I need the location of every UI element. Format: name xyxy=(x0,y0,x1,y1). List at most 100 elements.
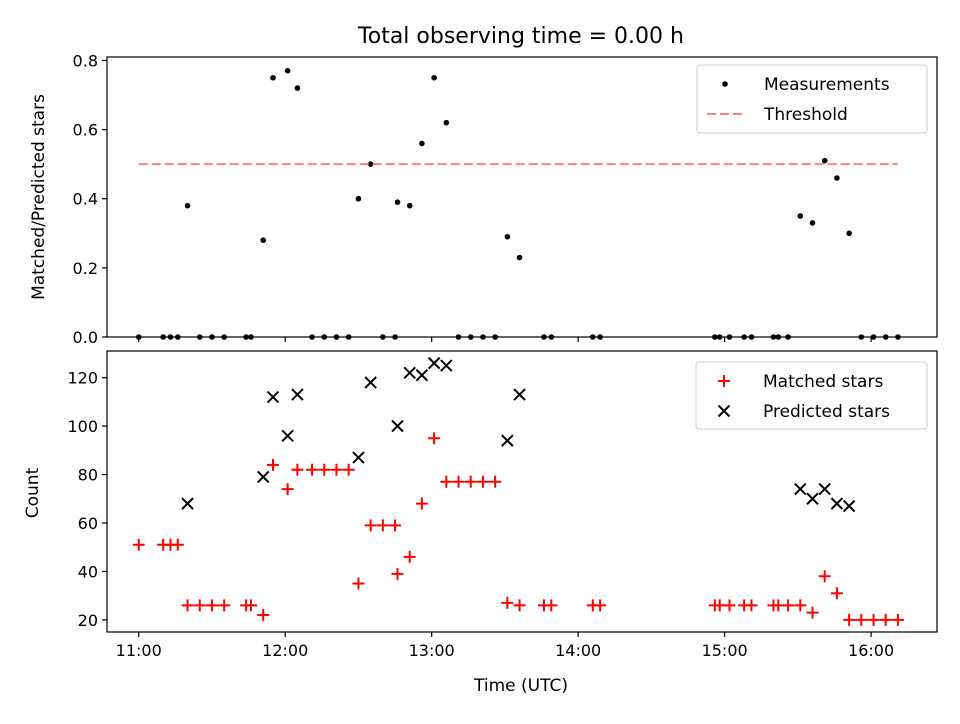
y-tick-label: 40 xyxy=(78,562,98,581)
data-point xyxy=(266,390,280,404)
data-point xyxy=(184,202,191,209)
data-point xyxy=(257,470,270,484)
data-point xyxy=(809,220,816,226)
series-matched-stars xyxy=(132,432,904,626)
y-tick-label: 0.8 xyxy=(73,51,98,70)
data-point xyxy=(501,596,514,609)
data-point xyxy=(245,599,258,612)
y-tick-label: 0.0 xyxy=(73,328,98,347)
y-tick-label: 80 xyxy=(78,466,98,485)
y-tick-label: 0.6 xyxy=(73,121,98,140)
data-point xyxy=(818,482,831,496)
legend-label: Matched stars xyxy=(763,372,883,392)
data-point xyxy=(306,463,319,476)
plot-layer: 0.0 0.2 0.4 0.6 0.8 Measurements Threshold 20 40… xyxy=(67,51,938,660)
data-point xyxy=(281,483,294,496)
x-tick-label: 15:00 xyxy=(702,641,748,660)
x-tick-label: 14:00 xyxy=(555,641,601,660)
data-point xyxy=(132,538,145,551)
data-point xyxy=(403,366,416,380)
data-point xyxy=(427,356,441,370)
data-point xyxy=(406,202,413,209)
data-point xyxy=(376,519,389,532)
legend-swatch xyxy=(717,404,731,418)
data-point xyxy=(782,599,795,612)
y-tick-label: 100 xyxy=(67,417,98,436)
top-y-axis-label: Matched/Predicted stars xyxy=(29,94,49,300)
data-point xyxy=(389,519,402,532)
x-tick-label: 11:00 xyxy=(116,641,162,660)
data-point xyxy=(855,613,868,626)
data-point xyxy=(545,599,558,612)
data-point xyxy=(394,199,401,205)
data-point xyxy=(193,599,206,612)
axes-frame-top xyxy=(106,56,938,338)
chart-title: Total observing time = 0.00 h xyxy=(357,24,684,49)
data-point xyxy=(205,599,218,612)
data-point xyxy=(806,606,819,619)
data-point xyxy=(355,195,362,202)
data-point xyxy=(440,475,453,488)
data-point xyxy=(367,161,374,167)
data-point xyxy=(806,492,819,505)
y-tick-label: 0.2 xyxy=(73,259,98,278)
x-axis-label: Time (UTC) xyxy=(473,676,568,696)
y-tick-label: 120 xyxy=(67,369,98,388)
data-point xyxy=(218,599,231,612)
data-point xyxy=(723,599,736,612)
data-point xyxy=(352,451,365,464)
data-point xyxy=(797,213,804,219)
data-point xyxy=(513,388,526,401)
y-tick-label: 20 xyxy=(78,611,98,630)
y-tick-label: 0.4 xyxy=(73,190,98,209)
data-point xyxy=(294,85,301,91)
data-point xyxy=(794,482,807,496)
data-point xyxy=(489,475,502,488)
data-point xyxy=(501,434,514,447)
data-point xyxy=(594,599,607,612)
data-point xyxy=(364,376,377,389)
data-point xyxy=(452,475,465,488)
legend-swatch xyxy=(718,375,730,387)
legend-box xyxy=(695,361,928,430)
data-point xyxy=(391,419,404,433)
data-point xyxy=(419,140,425,147)
legend-swatch xyxy=(722,81,728,87)
data-point xyxy=(403,550,416,563)
data-point xyxy=(516,254,523,261)
data-point xyxy=(281,429,294,442)
data-point xyxy=(821,157,828,164)
legend-label: Threshold xyxy=(763,105,848,125)
data-point xyxy=(257,609,270,622)
bottom-y-axis-label: Count xyxy=(23,467,43,518)
data-point xyxy=(171,538,184,551)
data-point xyxy=(364,519,377,532)
series-predicted-stars xyxy=(181,356,856,513)
x-tick-label: 12:00 xyxy=(262,641,308,660)
axes-frame-bottom xyxy=(106,350,938,633)
data-point xyxy=(431,74,437,81)
data-point xyxy=(415,497,428,510)
data-point xyxy=(830,587,843,600)
x-tick-label: 16:00 xyxy=(848,641,894,660)
data-point xyxy=(879,613,892,626)
data-point xyxy=(464,475,477,488)
data-point xyxy=(291,388,304,401)
data-point xyxy=(891,613,904,626)
data-point xyxy=(846,230,852,237)
data-point xyxy=(834,175,840,181)
data-point xyxy=(391,567,404,580)
y-tick-label: 60 xyxy=(78,514,98,533)
data-point xyxy=(181,497,194,510)
data-point xyxy=(291,463,304,476)
data-point xyxy=(842,499,856,513)
data-point xyxy=(443,119,450,126)
data-point xyxy=(440,359,453,372)
data-point xyxy=(260,237,267,244)
data-point xyxy=(476,475,489,488)
legend-label: Predicted stars xyxy=(763,402,890,422)
legend-bottom: Matched stars Predicted stars xyxy=(695,361,928,430)
data-point xyxy=(270,74,276,81)
data-point xyxy=(794,599,807,612)
